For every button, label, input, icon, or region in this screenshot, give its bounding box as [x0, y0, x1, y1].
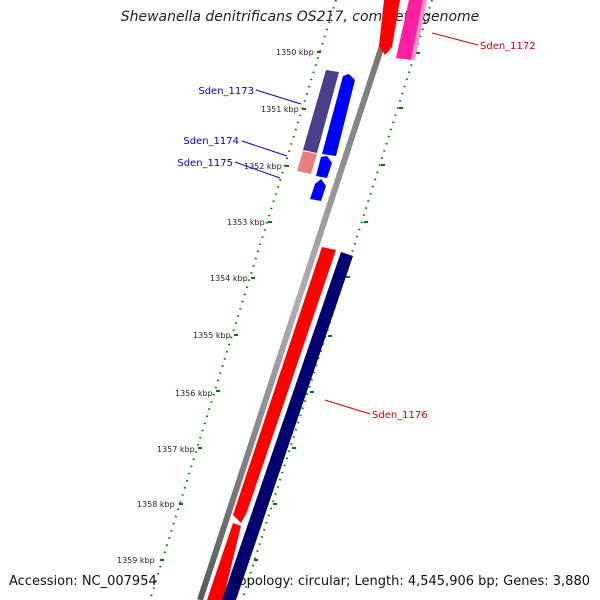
gene-sden-1176[interactable] — [207, 247, 353, 600]
ruler-tick-label: 1358 kbp — [137, 500, 175, 509]
gene-labels: Sden_1172 Sden_1173 Sden_1174 Sden_1175 … — [177, 41, 535, 421]
gene-label-sden-1175[interactable]: Sden_1175 — [177, 158, 233, 169]
leader-sden-1174 — [241, 140, 288, 157]
gene-sden-1173-cds-slate — [303, 70, 339, 153]
gene-sden-1174-cds-blue — [316, 156, 332, 178]
gene-sden-1173-cds-blue — [322, 74, 355, 156]
gene-sden-1175[interactable] — [310, 179, 326, 201]
gene-label-sden-1173[interactable]: Sden_1173 — [198, 86, 254, 97]
gene-label-sden-1174[interactable]: Sden_1174 — [183, 136, 239, 147]
gene-sden-1172[interactable] — [379, 0, 427, 60]
gene-label-sden-1172[interactable]: Sden_1172 — [480, 41, 536, 52]
gene-sden-1176-cds-red — [233, 247, 336, 523]
leader-sden-1176 — [324, 399, 371, 415]
leader-sden-1175 — [234, 161, 281, 179]
leader-sden-1172 — [431, 32, 479, 46]
gene-label-sden-1176[interactable]: Sden_1176 — [372, 410, 428, 421]
ruler-tick-label: 1356 kbp — [175, 389, 213, 398]
leader-sden-1173 — [255, 89, 302, 105]
ruler-ticks-right — [254, 52, 420, 561]
gene-sden-1173[interactable] — [303, 70, 355, 156]
topology-summary: Topology: circular; Length: 4,545,906 bp… — [232, 574, 590, 589]
ruler-tick-label: 1350 kbp — [276, 48, 314, 57]
ruler-tick-label: 1357 kbp — [157, 445, 195, 454]
ruler-tick-label: 1355 kbp — [193, 331, 231, 340]
gene-sden-1176-cds-navy — [222, 252, 353, 600]
ruler-tick-label: 1351 kbp — [261, 105, 299, 114]
genome-backbone — [197, 0, 400, 600]
ruler-tick-label: 1353 kbp — [227, 218, 265, 227]
gene-sden-1172-cds-pink — [411, 0, 427, 60]
accession-label: Accession: NC_007954 — [9, 574, 157, 589]
ruler-tick-label: 1352 kbp — [244, 162, 282, 171]
gene-sden-1174-cds-salmon — [297, 151, 317, 174]
gene-sden-1175-cds-blue — [310, 179, 326, 201]
gene-sden-1172-cds-magenta — [396, 0, 423, 60]
ruler-ticks: 1350 kbp 1351 kbp 1352 kbp 1353 kbp 1354… — [117, 48, 321, 565]
gene-sden-1176-cds-red-lower — [207, 523, 241, 600]
gene-sden-1172-cds-red — [379, 0, 400, 55]
ruler-tick-label: 1359 kbp — [117, 556, 155, 565]
ruler-tick-label: 1354 kbp — [210, 274, 248, 283]
gene-leaders — [234, 32, 479, 415]
gene-sden-1174[interactable] — [297, 151, 332, 178]
